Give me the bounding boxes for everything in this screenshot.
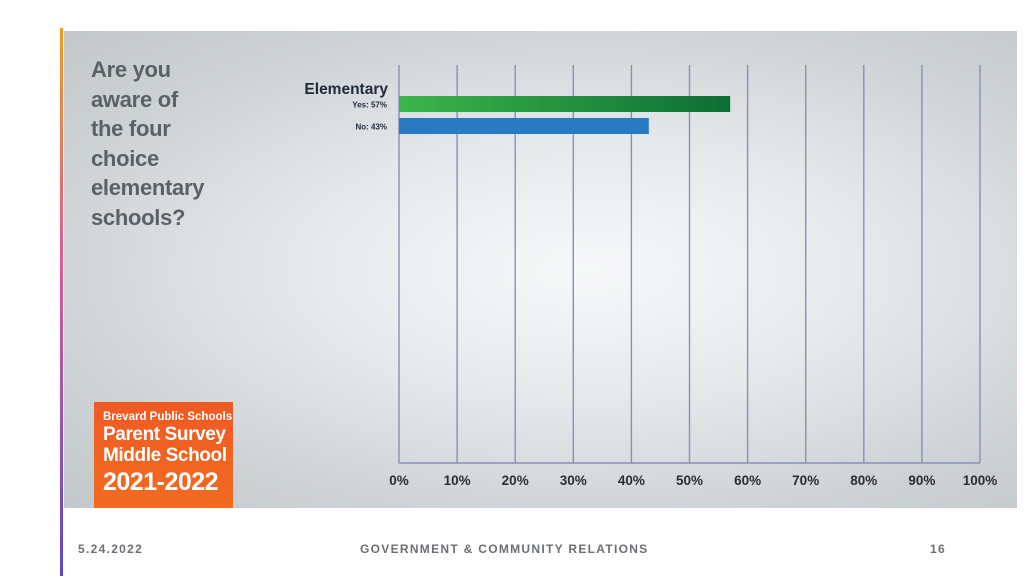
- chart-panel: Are you aware of the four choice element…: [64, 31, 1017, 508]
- x-tick-label: 20%: [502, 473, 529, 488]
- category-label: No: 43%: [355, 123, 387, 132]
- category-label: Yes: 57%: [352, 101, 387, 110]
- survey-logo: Brevard Public Schools Parent Survey Mid…: [94, 402, 233, 508]
- x-tick-label: 30%: [560, 473, 587, 488]
- question-line: aware of: [91, 86, 178, 112]
- question-line: Are you: [91, 57, 171, 82]
- logo-line: 2021-2022: [103, 468, 219, 496]
- accent-bar: [60, 28, 63, 576]
- bar-chart: 0% 10% 20% 30% 40% 50% 60% 70% 80% 90% 100% Element…: [304, 65, 998, 488]
- x-tick-label: 70%: [792, 473, 819, 488]
- x-tick-label: 50%: [676, 473, 703, 488]
- question-line: schools?: [91, 204, 186, 230]
- logo-line: Parent Survey: [103, 424, 226, 445]
- footer-department: GOVERNMENT & COMMUNITY RELATIONS: [360, 542, 649, 556]
- x-tick-label: 0%: [389, 473, 409, 488]
- question-line: elementary: [91, 175, 205, 200]
- bar: [399, 96, 731, 112]
- x-tick-label: 10%: [444, 473, 471, 488]
- question-line: choice: [91, 145, 159, 171]
- x-tick-label: 100%: [963, 473, 998, 488]
- page-number: 16: [930, 542, 946, 556]
- group-label: Elementary: [304, 81, 388, 98]
- x-tick-label: 80%: [850, 473, 877, 488]
- footer-date: 5.24.2022: [78, 542, 144, 556]
- x-tick-label: 60%: [734, 473, 761, 488]
- x-tick-label: 90%: [908, 473, 935, 488]
- question-line: the four: [91, 116, 171, 141]
- question-text: Are you aware of the four choice element…: [91, 55, 281, 232]
- bar: [399, 118, 649, 134]
- x-tick-label: 40%: [618, 473, 645, 488]
- logo-line: Brevard Public Schools: [103, 411, 233, 423]
- logo-line: Middle School: [103, 445, 227, 466]
